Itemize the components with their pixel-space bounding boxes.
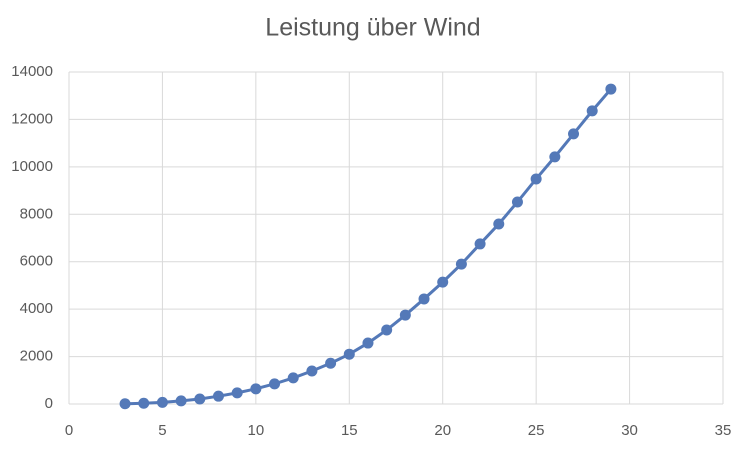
point [343, 348, 355, 360]
point [119, 398, 131, 410]
y-tick-label: 6000 [20, 253, 53, 270]
point [586, 105, 598, 117]
point [362, 337, 374, 349]
point [437, 276, 449, 288]
point [194, 393, 206, 405]
point [455, 258, 467, 270]
x-tick-label: 20 [434, 422, 451, 439]
x-tick-label: 25 [528, 422, 545, 439]
x-tick-label: 15 [341, 422, 358, 439]
point [511, 196, 523, 208]
point [549, 151, 561, 163]
point [306, 365, 318, 377]
y-tick-label: 8000 [20, 205, 53, 222]
y-tick-label: 2000 [20, 348, 53, 365]
point [418, 293, 430, 305]
point [212, 390, 224, 402]
point [138, 397, 150, 409]
y-tick-label: 14000 [11, 63, 53, 80]
y-tick-label: 4000 [20, 300, 53, 317]
chart-title: Leistung über Wind [265, 14, 480, 42]
point [325, 357, 337, 369]
point [530, 173, 542, 185]
y-tick-label: 12000 [11, 110, 53, 127]
point [250, 383, 262, 395]
x-tick-label: 30 [621, 422, 638, 439]
point [287, 372, 299, 384]
point [381, 324, 393, 336]
x-tick-label: 35 [715, 422, 732, 439]
y-tick-label: 10000 [11, 158, 53, 175]
point [399, 309, 411, 321]
point [231, 387, 243, 399]
point [474, 238, 486, 250]
point [156, 396, 168, 408]
point [175, 395, 187, 407]
point [605, 83, 617, 95]
x-tick-label: 10 [248, 422, 265, 439]
point [493, 218, 505, 230]
x-tick-label: 0 [65, 422, 73, 439]
x-tick-label: 5 [158, 422, 166, 439]
y-tick-label: 0 [45, 395, 53, 412]
point [568, 128, 580, 140]
point [269, 378, 281, 390]
